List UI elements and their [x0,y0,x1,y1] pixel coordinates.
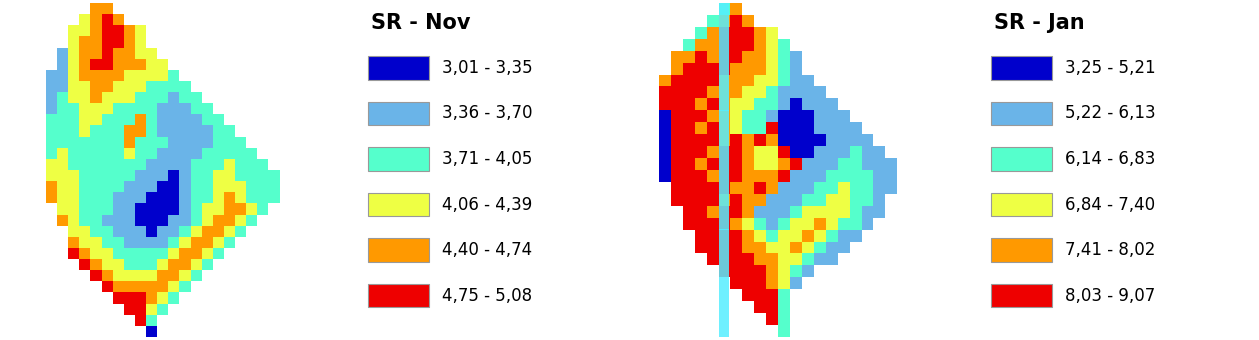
FancyBboxPatch shape [991,102,1053,125]
Text: 3,71 - 4,05: 3,71 - 4,05 [442,150,533,168]
Text: 4,40 - 4,74: 4,40 - 4,74 [442,241,533,259]
Text: 3,01 - 3,35: 3,01 - 3,35 [442,59,533,77]
FancyBboxPatch shape [991,238,1053,262]
Bar [719,27,729,39]
Bar [719,39,729,51]
Bar [719,170,729,182]
Bar [719,241,729,253]
FancyBboxPatch shape [991,284,1053,307]
Bar [719,230,729,241]
FancyBboxPatch shape [368,147,429,171]
Bar [719,87,729,99]
FancyBboxPatch shape [368,238,429,262]
Bar [719,63,729,75]
Bar [719,194,729,206]
Bar [719,15,729,27]
Text: 8,03 - 9,07: 8,03 - 9,07 [1065,287,1156,305]
Bar [719,182,729,194]
FancyBboxPatch shape [368,193,429,216]
Bar [719,110,729,122]
Text: 4,75 - 5,08: 4,75 - 5,08 [442,287,533,305]
Text: 3,25 - 5,21: 3,25 - 5,21 [1065,59,1156,77]
Text: SR - Nov: SR - Nov [370,13,470,33]
Bar [719,146,729,158]
Bar [719,75,729,87]
Text: 7,41 - 8,02: 7,41 - 8,02 [1065,241,1156,259]
Bar [719,325,729,337]
Bar [719,99,729,110]
Bar [719,253,729,265]
Text: 4,06 - 4,39: 4,06 - 4,39 [442,195,533,214]
FancyBboxPatch shape [368,102,429,125]
FancyBboxPatch shape [368,56,429,80]
Bar [719,289,729,301]
Bar [719,122,729,134]
Text: SR - Jan: SR - Jan [993,13,1084,33]
Bar [719,206,729,218]
Bar [719,3,729,15]
Bar [719,265,729,277]
Bar [719,277,729,289]
Bar [719,313,729,325]
Bar [719,134,729,146]
Text: 3,36 - 3,70: 3,36 - 3,70 [442,104,533,122]
FancyBboxPatch shape [991,193,1053,216]
Bar [719,301,729,313]
Bar [719,218,729,230]
Text: 6,14 - 6,83: 6,14 - 6,83 [1065,150,1156,168]
FancyBboxPatch shape [368,284,429,307]
Bar [719,158,729,170]
FancyBboxPatch shape [991,147,1053,171]
Text: 5,22 - 6,13: 5,22 - 6,13 [1065,104,1156,122]
Bar [719,51,729,63]
FancyBboxPatch shape [991,56,1053,80]
Text: 6,84 - 7,40: 6,84 - 7,40 [1065,195,1156,214]
